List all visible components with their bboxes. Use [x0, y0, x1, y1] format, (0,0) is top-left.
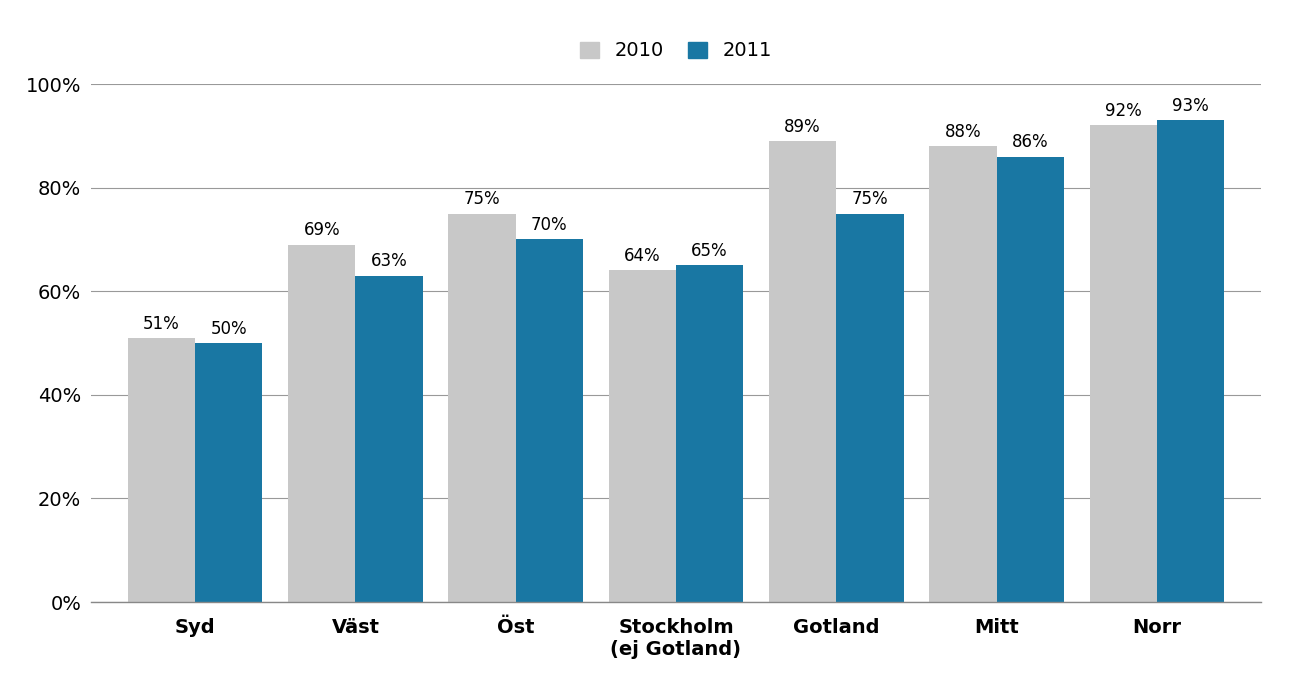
Text: 69%: 69% [303, 221, 341, 239]
Text: 92%: 92% [1105, 102, 1141, 120]
Bar [195, 343, 263, 602]
Bar [448, 214, 516, 602]
Bar [770, 141, 836, 602]
Text: 88%: 88% [945, 123, 982, 141]
Text: 75%: 75% [464, 190, 500, 209]
Text: 89%: 89% [784, 118, 820, 136]
Bar [930, 146, 997, 602]
Text: 86%: 86% [1011, 133, 1049, 151]
Bar [516, 239, 582, 602]
Bar [836, 214, 903, 602]
Text: 50%: 50% [211, 320, 247, 338]
Bar [127, 338, 195, 602]
Bar [1089, 125, 1157, 602]
Bar [676, 265, 744, 602]
Text: 63%: 63% [370, 253, 407, 270]
Bar [997, 157, 1063, 602]
Text: 93%: 93% [1173, 97, 1209, 115]
Bar [1157, 120, 1225, 602]
Bar [355, 276, 422, 602]
Text: 65%: 65% [692, 242, 728, 260]
Legend: 2010, 2011: 2010, 2011 [571, 32, 781, 70]
Bar [289, 244, 355, 602]
Text: 70%: 70% [532, 216, 568, 235]
Text: 75%: 75% [852, 190, 888, 209]
Text: 51%: 51% [143, 314, 179, 332]
Text: 64%: 64% [624, 247, 660, 265]
Bar [608, 270, 676, 602]
